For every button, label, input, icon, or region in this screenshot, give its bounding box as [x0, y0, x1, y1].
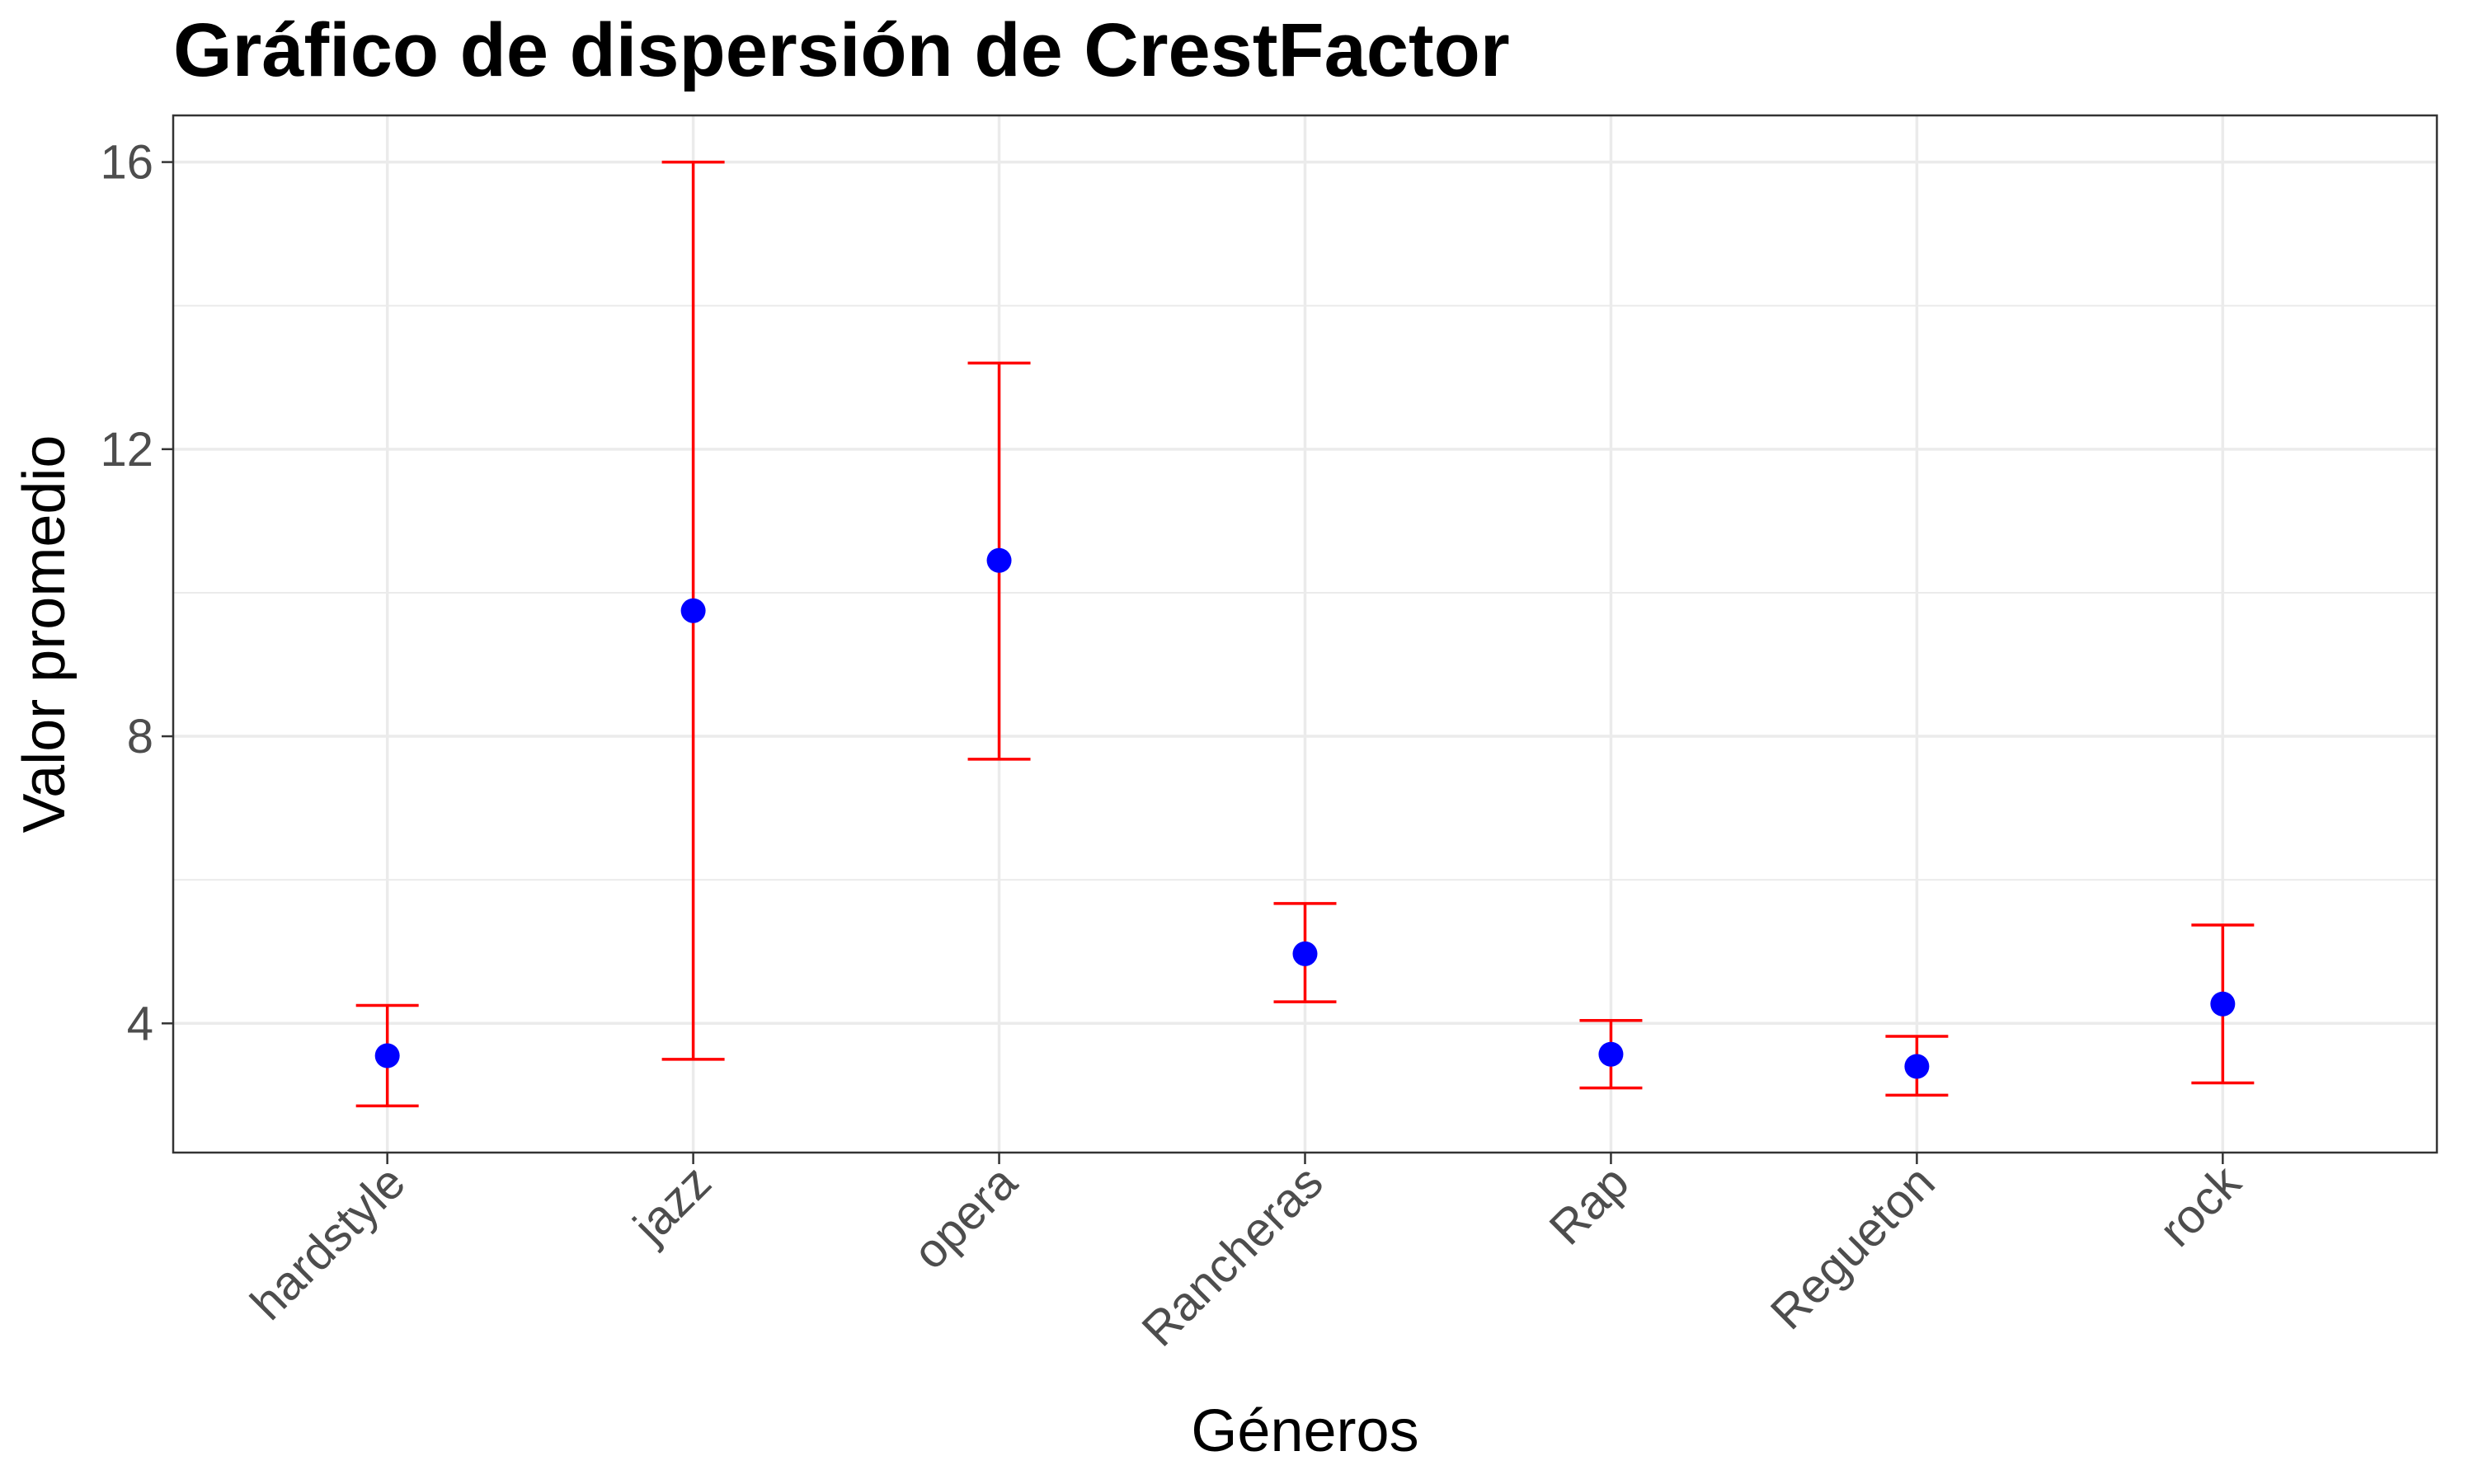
x-tick-label: Regueton: [1761, 1155, 1945, 1340]
data-point-Rap: [1598, 1041, 1624, 1067]
y-axis-title: Valor promedio: [12, 435, 78, 834]
y-tick-label: 12: [100, 423, 153, 477]
y-tick-label: 4: [127, 997, 153, 1050]
x-axis: hardstyle jazz opera Rancheras Rap Regueton ro…: [240, 1153, 2251, 1357]
data-point-rock: [2210, 991, 2236, 1017]
chart-title: Gráfico de dispersión de CrestFactor: [173, 8, 1510, 92]
x-tick-label: hardstyle: [240, 1155, 415, 1330]
data-point-jazz: [680, 598, 706, 623]
data-points: [374, 547, 2236, 1079]
y-tick-label: 8: [127, 710, 153, 763]
x-tick-label: Rancheras: [1131, 1155, 1333, 1356]
x-tick-label: rock: [2149, 1155, 2251, 1257]
x-tick-label: jazz: [622, 1155, 721, 1254]
x-tick-label: opera: [903, 1155, 1028, 1280]
data-point-Rancheras: [1292, 941, 1318, 966]
y-axis: 4 8 12 16: [100, 136, 173, 1050]
data-point-hardstyle: [374, 1043, 400, 1068]
data-point-Regueton: [1904, 1054, 1930, 1079]
y-tick-label: 16: [100, 136, 153, 190]
x-tick-label: Rap: [1539, 1155, 1639, 1255]
data-point-opera: [986, 547, 1012, 573]
x-axis-title: Géneros: [1191, 1398, 1418, 1464]
